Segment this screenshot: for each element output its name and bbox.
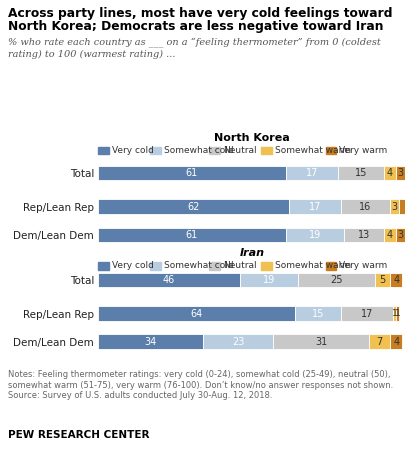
Text: 23: 23 [232,337,244,347]
Bar [273,335,369,349]
Bar [396,228,405,242]
Bar [399,199,405,214]
Text: 17: 17 [306,168,318,178]
Text: 3: 3 [392,202,398,212]
FancyBboxPatch shape [150,262,161,270]
Text: 4: 4 [393,337,399,347]
Bar [393,306,396,321]
Text: Very cold: Very cold [112,261,154,270]
Bar [285,228,344,242]
Text: 34: 34 [144,337,157,347]
Bar [384,228,396,242]
Text: 7: 7 [376,337,382,347]
Text: 19: 19 [309,230,321,240]
Bar [98,199,289,214]
FancyBboxPatch shape [150,146,161,154]
Text: Very cold: Very cold [112,146,154,155]
Bar [369,335,390,349]
Text: % who rate each country as ___ on a “feeling thermometer” from 0 (coldest
rating: % who rate each country as ___ on a “fee… [8,38,381,59]
Text: 1: 1 [392,309,398,318]
Bar [98,228,285,242]
Bar [338,166,384,180]
Text: 13: 13 [358,230,370,240]
Text: 64: 64 [191,308,203,319]
Text: Very warm: Very warm [339,261,387,270]
Bar [289,199,341,214]
Bar [390,199,399,214]
Bar [396,166,405,180]
Bar [98,335,203,349]
Text: North Korea: North Korea [214,133,290,143]
Bar [384,166,396,180]
Text: Neutral: Neutral [223,146,256,155]
Text: 15: 15 [355,168,367,178]
Bar [240,273,298,287]
Text: 4: 4 [387,230,393,240]
Text: PEW RESEARCH CENTER: PEW RESEARCH CENTER [8,430,150,440]
Text: 61: 61 [186,168,198,178]
Bar [98,166,285,180]
Text: Somewhat cold: Somewhat cold [164,261,234,270]
Bar [203,335,273,349]
Bar [390,273,403,287]
Text: Neutral: Neutral [223,261,256,270]
Text: Iran: Iran [240,248,264,258]
Bar [344,228,384,242]
Text: Somewhat cold: Somewhat cold [164,146,234,155]
Text: 17: 17 [361,308,373,319]
Bar [98,306,295,321]
Bar [390,335,403,349]
FancyBboxPatch shape [326,262,336,270]
Text: North Korea; Democrats are less negative toward Iran: North Korea; Democrats are less negative… [8,20,384,33]
FancyBboxPatch shape [98,146,109,154]
Text: 16: 16 [359,202,372,212]
FancyBboxPatch shape [209,146,219,154]
Text: 17: 17 [308,202,321,212]
Text: 3: 3 [398,168,404,178]
Text: 15: 15 [312,308,324,319]
Bar [295,306,341,321]
Text: Very warm: Very warm [339,146,387,155]
Bar [396,306,399,321]
Bar [375,273,390,287]
Text: 61: 61 [186,230,198,240]
FancyBboxPatch shape [326,146,336,154]
Bar [341,306,393,321]
Text: Across party lines, most have very cold feelings toward: Across party lines, most have very cold … [8,7,393,20]
Text: 1: 1 [395,309,401,318]
FancyBboxPatch shape [209,262,219,270]
Text: 4: 4 [387,168,393,178]
Text: Somewhat warm: Somewhat warm [275,146,351,155]
Bar [298,273,375,287]
Text: 25: 25 [330,275,343,285]
Text: Notes: Feeling thermometer ratings: very cold (0-24), somewhat cold (25-49), neu: Notes: Feeling thermometer ratings: very… [8,370,394,400]
Bar [285,166,338,180]
Text: 4: 4 [393,275,399,285]
FancyBboxPatch shape [261,262,272,270]
FancyBboxPatch shape [261,146,272,154]
Text: 5: 5 [379,275,385,285]
Text: Somewhat warm: Somewhat warm [275,261,351,270]
Bar [341,199,390,214]
Text: 62: 62 [187,202,200,212]
FancyBboxPatch shape [98,262,109,270]
Text: 19: 19 [263,275,275,285]
Text: 3: 3 [398,230,404,240]
Text: 46: 46 [163,275,175,285]
Text: 31: 31 [315,337,327,347]
Bar [98,273,240,287]
